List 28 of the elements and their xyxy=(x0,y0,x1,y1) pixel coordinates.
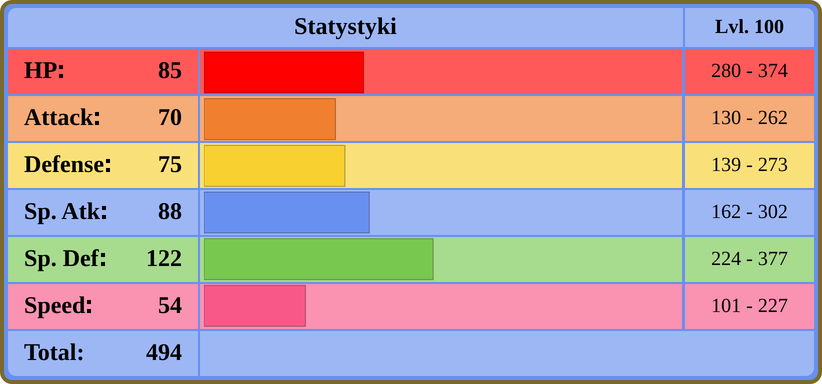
y-tick-label: Attack xyxy=(24,105,94,132)
bar xyxy=(204,98,336,140)
y-tick-label: HP xyxy=(24,58,58,85)
y-tick-label: Speed xyxy=(24,293,86,320)
y-tick-label: Sp. Atk xyxy=(24,199,100,226)
data-label: 54 xyxy=(158,293,182,320)
bar xyxy=(204,144,346,187)
text: 130 - 262 xyxy=(710,106,789,131)
data-label: 75 xyxy=(158,152,182,179)
y-tick-label: Sp. Def xyxy=(24,246,99,273)
bar xyxy=(204,238,434,280)
bar xyxy=(204,192,370,234)
text: Total: xyxy=(24,340,84,367)
text: 280 - 374 xyxy=(710,59,789,84)
data-label: 88 xyxy=(158,199,182,226)
chart-title: Statystyki xyxy=(8,8,685,47)
text: 162 - 302 xyxy=(710,200,789,225)
bar xyxy=(204,52,364,94)
bar xyxy=(204,284,306,327)
text: 224 - 377 xyxy=(710,247,789,272)
text: Lvl. 100 xyxy=(685,8,814,47)
text: 101 - 227 xyxy=(710,294,789,319)
data-label: 85 xyxy=(158,58,182,85)
data-label: 122 xyxy=(146,246,182,273)
y-tick-label: Defense xyxy=(24,152,104,179)
text: 494 xyxy=(146,340,182,367)
text: 139 - 273 xyxy=(710,153,789,178)
data-label: 70 xyxy=(158,105,182,132)
